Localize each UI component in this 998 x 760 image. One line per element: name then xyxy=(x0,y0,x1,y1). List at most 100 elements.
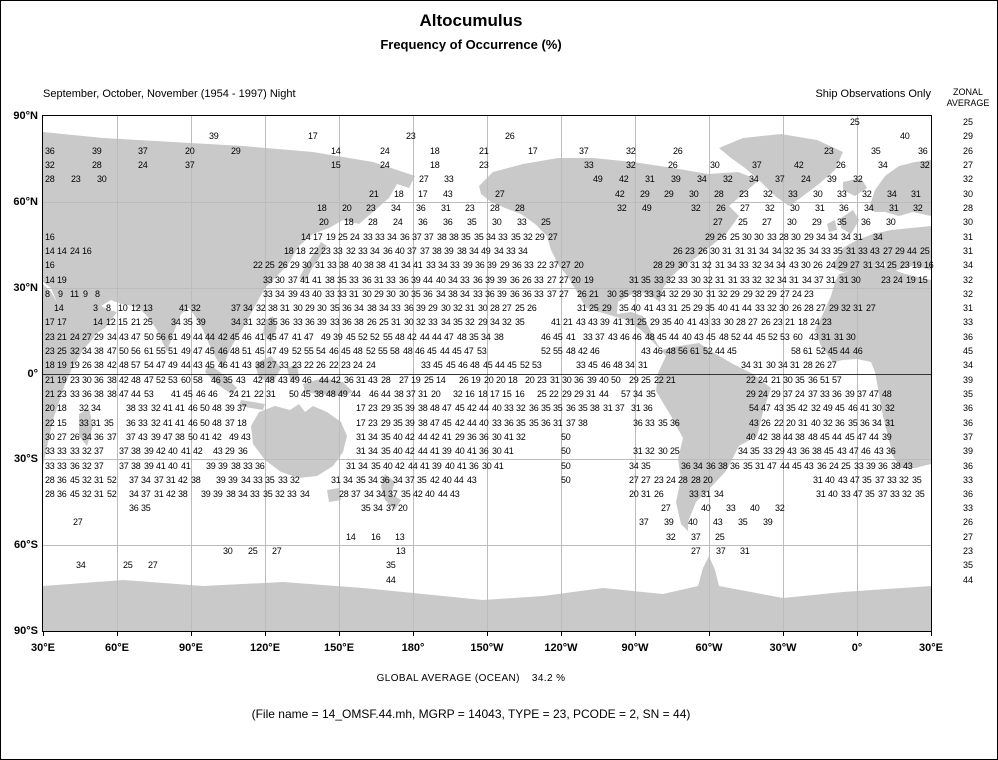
zonal-average-value: 29 xyxy=(962,131,973,141)
grid-line-meridian xyxy=(635,116,636,631)
grid-line-meridian xyxy=(709,116,710,631)
land-java xyxy=(239,400,265,410)
global-average-value: 34.2 % xyxy=(531,673,566,684)
world-map xyxy=(42,115,932,632)
season-period-label: September, October, November (1954 - 199… xyxy=(43,88,296,100)
axis-tick xyxy=(339,632,340,636)
longitude-label: 60°E xyxy=(105,642,129,654)
axis-tick xyxy=(487,632,488,636)
zonal-average-value: 39 xyxy=(962,375,973,385)
zonal-average-value: 33 xyxy=(962,317,973,327)
grid-line-meridian xyxy=(191,116,192,631)
longitude-label: 90°W xyxy=(621,642,649,654)
zonal-average-value: 36 xyxy=(962,489,973,499)
zonal-average-value: 25 xyxy=(962,117,973,127)
zonal-average-value: 44 xyxy=(962,575,973,585)
zonal-average-value: 36 xyxy=(962,403,973,413)
longitude-label: 150°W xyxy=(470,642,504,654)
zonal-average-value: 37 xyxy=(962,432,973,442)
land-sumatra xyxy=(205,364,237,394)
zonal-average-value: 34 xyxy=(962,360,973,370)
grid-line-meridian xyxy=(783,116,784,631)
zonal-header-line2: AVERAGE xyxy=(946,98,990,108)
longitude-label: 30°W xyxy=(769,642,797,654)
zonal-average-value: 33 xyxy=(962,475,973,485)
zonal-average-value: 28 xyxy=(962,203,973,213)
zonal-average-value: 30 xyxy=(962,217,973,227)
zonal-average-value: 32 xyxy=(962,275,973,285)
zonal-header-line1: ZONAL xyxy=(952,87,983,97)
longitude-label: 180° xyxy=(401,642,425,654)
axis-tick xyxy=(635,632,636,636)
zonal-average-value: 30 xyxy=(962,189,973,199)
land-eurasia xyxy=(43,132,415,370)
zonal-average-header: ZONAL AVERAGE xyxy=(939,87,997,109)
land-greenland xyxy=(719,134,843,206)
global-average-line: GLOBAL AVERAGE (OCEAN) 34.2 % xyxy=(1,673,941,684)
grid-line-meridian xyxy=(487,116,488,631)
axis-tick xyxy=(931,632,932,636)
land-borneo xyxy=(255,356,281,382)
global-average-label: GLOBAL AVERAGE (OCEAN) xyxy=(376,673,520,684)
grid-line-equator xyxy=(43,374,931,375)
latitude-label: 60°N xyxy=(13,196,38,208)
land-new-zealand xyxy=(381,474,401,510)
zonal-average-value: 35 xyxy=(962,389,973,399)
zonal-average-value: 36 xyxy=(962,418,973,428)
land-new-guinea xyxy=(303,378,353,396)
land-africa-east xyxy=(43,284,95,466)
zonal-average-value: 45 xyxy=(962,346,973,356)
grid-line-parallel xyxy=(43,202,931,203)
latitude-label: 60°S xyxy=(14,539,38,551)
longitude-label: 150°E xyxy=(323,642,355,654)
latitude-label: 30°S xyxy=(14,453,38,465)
land-scandinavia xyxy=(869,160,931,216)
longitude-label: 0° xyxy=(851,642,863,654)
latitude-label: 90°N xyxy=(13,110,38,122)
zonal-average-value: 23 xyxy=(962,546,973,556)
grid-line-parallel xyxy=(43,459,931,460)
zonal-average-value: 33 xyxy=(962,503,973,513)
latitude-label: 90°S xyxy=(14,625,38,637)
grid-line-meridian xyxy=(561,116,562,631)
latitude-label: 0° xyxy=(27,368,38,380)
land-philippines xyxy=(263,316,277,342)
zonal-average-value: 31 xyxy=(962,303,973,313)
grid-line-meridian xyxy=(265,116,266,631)
axis-tick xyxy=(783,632,784,636)
land-iceland xyxy=(843,178,867,196)
grid-line-meridian xyxy=(857,116,858,631)
grid-line-meridian xyxy=(339,116,340,631)
axis-tick xyxy=(191,632,192,636)
longitude-label: 60°W xyxy=(695,642,723,654)
zonal-average-value: 35 xyxy=(962,560,973,570)
zonal-average-value: 31 xyxy=(962,246,973,256)
land-britain xyxy=(841,210,859,234)
zonal-average-value: 36 xyxy=(962,332,973,342)
axis-tick xyxy=(117,632,118,636)
zonal-average-value: 32 xyxy=(962,174,973,184)
land-madagascar xyxy=(79,408,93,446)
grid-line-meridian xyxy=(413,116,414,631)
axis-tick xyxy=(561,632,562,636)
land-africa-west xyxy=(815,266,931,468)
land-tasmania xyxy=(327,488,341,502)
land-ireland xyxy=(827,220,837,232)
zonal-average-value: 27 xyxy=(962,160,973,170)
zonal-average-value: 26 xyxy=(962,146,973,156)
land-north-america xyxy=(479,158,759,350)
longitude-label: 30°E xyxy=(919,642,943,654)
page-title: Altocumulus xyxy=(419,11,523,30)
latitude-label: 30°N xyxy=(13,282,38,294)
observation-source-label: Ship Observations Only xyxy=(815,88,931,100)
axis-tick xyxy=(857,632,858,636)
longitude-label: 30°E xyxy=(31,642,55,654)
zonal-average-value: 34 xyxy=(962,260,973,270)
longitude-label: 90°E xyxy=(179,642,203,654)
grid-line-meridian xyxy=(117,116,118,631)
zonal-average-value: 27 xyxy=(962,532,973,542)
longitude-label: 120°E xyxy=(249,642,281,654)
land-japan xyxy=(299,242,327,282)
zonal-average-value: 26 xyxy=(962,517,973,527)
